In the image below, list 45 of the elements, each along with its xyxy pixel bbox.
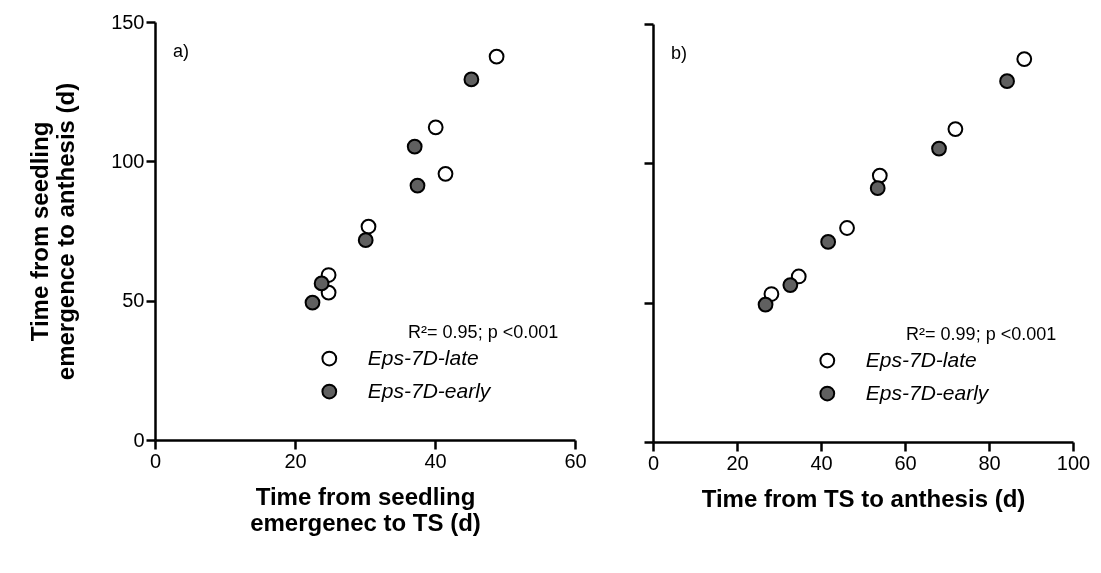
annotation: b): [671, 43, 688, 63]
x-tick-label: 60: [894, 451, 917, 474]
point: [869, 180, 886, 197]
legend-label: Eps-7D-late: [865, 347, 977, 371]
legend-label: Eps-7D-early: [865, 380, 990, 404]
point: [313, 275, 330, 292]
x-tick-label: 0: [149, 449, 162, 472]
point: [357, 232, 374, 249]
point: [839, 220, 855, 236]
point: [437, 165, 454, 182]
x-axis-title: Time from TS to anthesis (d): [701, 484, 1026, 512]
x-tick-label: 20: [726, 451, 749, 474]
y-tick-label: 0: [133, 428, 145, 451]
point: [488, 48, 505, 65]
x-tick-label: 80: [978, 451, 1001, 474]
x-tick-label: 100: [1056, 451, 1091, 474]
point: [409, 177, 426, 194]
point: [360, 218, 377, 235]
point: [757, 296, 774, 313]
y-tick-label: 50: [122, 289, 145, 312]
x-tick-label: 40: [810, 451, 833, 474]
x-tick-label: 40: [424, 449, 447, 472]
point: [947, 121, 964, 137]
legend-label: Eps-7D-early: [367, 378, 492, 402]
x-tick-label: 60: [564, 449, 587, 472]
point: [304, 294, 321, 311]
point: [931, 140, 947, 157]
point: [1016, 51, 1033, 67]
annotation: R²= 0.99; p <0.001: [906, 324, 1057, 345]
point: [820, 234, 837, 250]
y-axis-title: Time from seedling emergence to anthesis (d): [26, 82, 80, 381]
annotation: R²= 0.95; p <0.001: [408, 322, 559, 343]
point: [999, 73, 1015, 90]
point: [406, 138, 423, 155]
x-tick-label: 0: [647, 451, 660, 474]
point: [427, 119, 444, 136]
point: [871, 167, 888, 184]
x-tick-label: 20: [284, 449, 307, 472]
point: [463, 71, 480, 88]
x-axis-title: Time from seedling emergenec to TS (d): [250, 482, 481, 536]
y-tick-label: 100: [111, 149, 145, 172]
point: [782, 277, 799, 293]
y-tick-label: 150: [111, 10, 145, 33]
legend-label: Eps-7D-late: [367, 345, 479, 369]
annotation: a): [173, 41, 190, 61]
